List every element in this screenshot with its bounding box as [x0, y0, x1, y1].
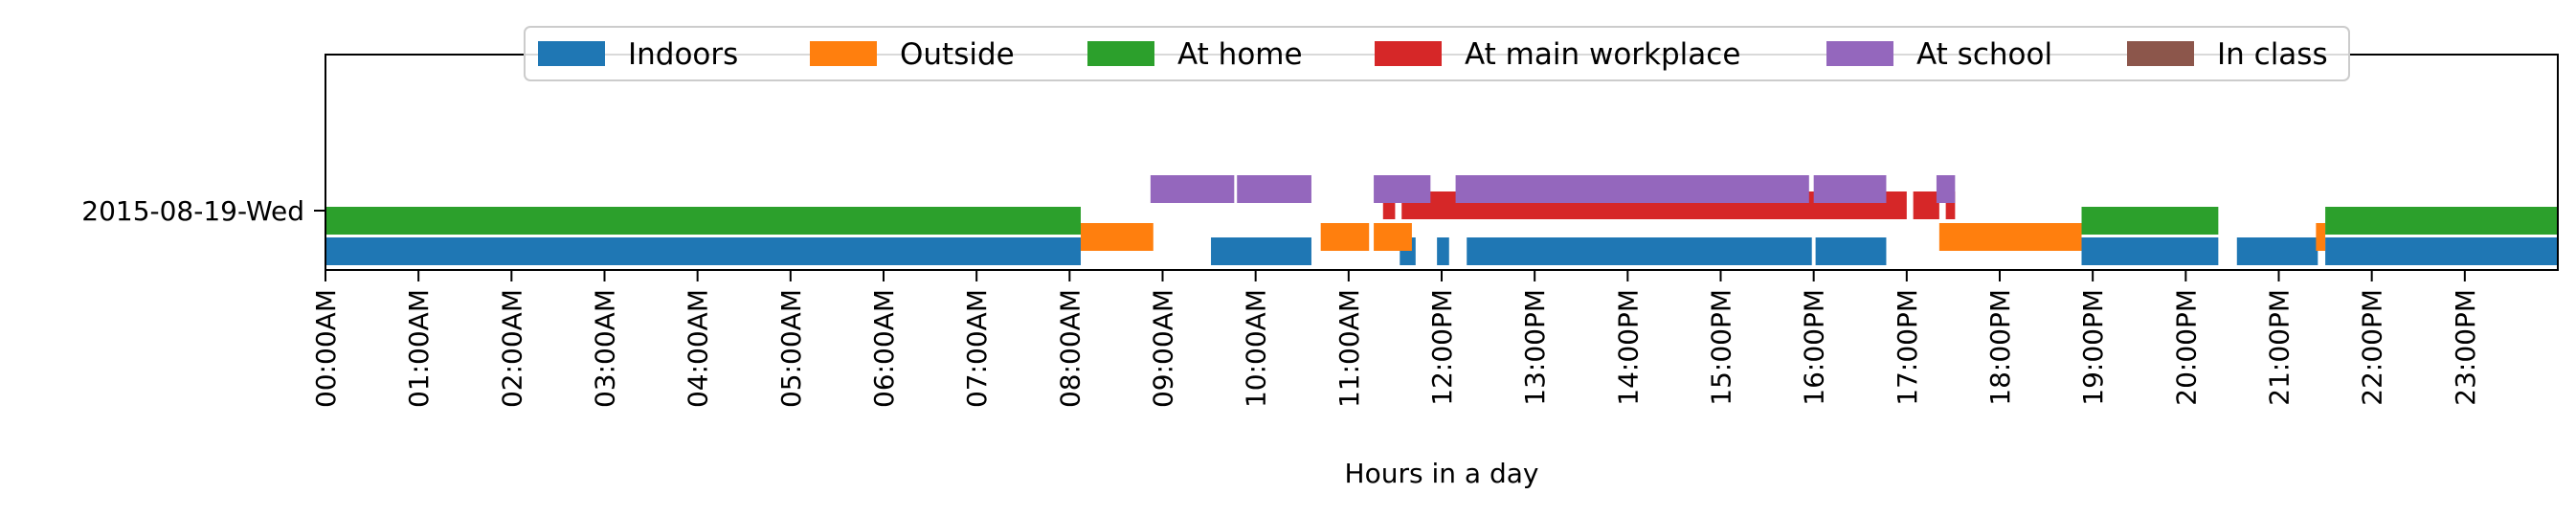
y-axis: 2015-08-19-Wed — [81, 195, 325, 227]
bar-at-school-1 — [1237, 175, 1311, 203]
legend-swatch — [1375, 41, 1442, 66]
x-tick-label: 09:00AM — [1148, 289, 1179, 408]
legend-label: At main workplace — [1465, 37, 1740, 72]
legend-label: Indoors — [628, 37, 738, 72]
legend-swatch — [1826, 41, 1893, 66]
bar-at-school-2 — [1374, 175, 1431, 203]
x-tick-label: 14:00PM — [1612, 289, 1644, 406]
bar-at-school-5 — [1936, 175, 1956, 203]
legend-swatch — [538, 41, 605, 66]
legend-label: In class — [2217, 37, 2328, 72]
x-axis: 00:00AM 01:00AM 02:00AM 03:00AM 04:00AM 05:00… — [310, 270, 2481, 408]
bars-layer — [325, 175, 2558, 265]
bar-outside-2 — [1374, 223, 1412, 251]
x-tick-label: 18:00PM — [1984, 289, 2016, 406]
x-tick-label: 10:00AM — [1241, 289, 1272, 408]
x-tick-label: 06:00AM — [868, 289, 900, 408]
bar-indoors-7 — [2236, 237, 2318, 265]
x-tick-label: 01:00AM — [403, 289, 435, 408]
x-tick-label: 05:00AM — [775, 289, 807, 408]
bar-at-school-3 — [1455, 175, 1809, 203]
bar-at-school-4 — [1813, 175, 1887, 203]
x-tick-label: 07:00AM — [961, 289, 993, 408]
bar-at-school-0 — [1150, 175, 1235, 203]
x-tick-label: 00:00AM — [310, 289, 342, 408]
x-tick-label: 21:00PM — [2264, 289, 2296, 406]
x-tick-label: 04:00AM — [683, 289, 714, 408]
legend-swatch — [2127, 41, 2194, 66]
x-tick-label: 19:00PM — [2077, 289, 2109, 406]
bar-indoors-0 — [325, 237, 1081, 265]
x-tick-label: 08:00AM — [1054, 289, 1086, 408]
x-tick-label: 12:00PM — [1426, 289, 1458, 406]
legend-swatch — [1087, 41, 1154, 66]
x-tick-label: 13:00PM — [1519, 289, 1551, 406]
bar-indoors-8 — [2325, 237, 2558, 265]
bar-outside-0 — [1080, 223, 1154, 251]
x-tick-label: 11:00AM — [1333, 289, 1365, 408]
x-tick-label: 15:00PM — [1706, 289, 1737, 406]
bar-indoors-1 — [1211, 237, 1311, 265]
bar-at-home-1 — [2081, 207, 2219, 235]
x-tick-label: 16:00PM — [1799, 289, 1830, 406]
x-tick-label: 03:00AM — [590, 289, 621, 408]
y-tick-label: 2015-08-19-Wed — [81, 195, 304, 227]
bar-indoors-5 — [1815, 237, 1887, 265]
x-tick-label: 02:00AM — [496, 289, 527, 408]
x-tick-label: 20:00PM — [2170, 289, 2202, 406]
legend-label: Outside — [900, 37, 1015, 72]
bar-at-home-0 — [325, 207, 1081, 235]
x-tick-label: 23:00PM — [2450, 289, 2481, 406]
bar-indoors-6 — [2081, 237, 2219, 265]
bar-at-home-2 — [2325, 207, 2558, 235]
bar-outside-3 — [1938, 223, 2082, 251]
bar-outside-4 — [2316, 223, 2326, 251]
legend-swatch — [810, 41, 877, 66]
bar-indoors-3 — [1437, 237, 1449, 265]
legend-label: At school — [1916, 37, 2052, 72]
bar-at-main-workplace-2 — [1913, 191, 1939, 219]
bar-outside-1 — [1320, 223, 1370, 251]
x-tick-label: 17:00PM — [1892, 289, 1923, 406]
legend: Indoors Outside At home At main workplace At… — [524, 26, 2350, 81]
bar-at-main-workplace-3 — [1945, 191, 1956, 219]
legend-label: At home — [1177, 37, 1303, 72]
x-axis-title: Hours in a day — [1345, 458, 1539, 489]
x-tick-label: 22:00PM — [2357, 289, 2388, 406]
bar-indoors-4 — [1467, 237, 1812, 265]
